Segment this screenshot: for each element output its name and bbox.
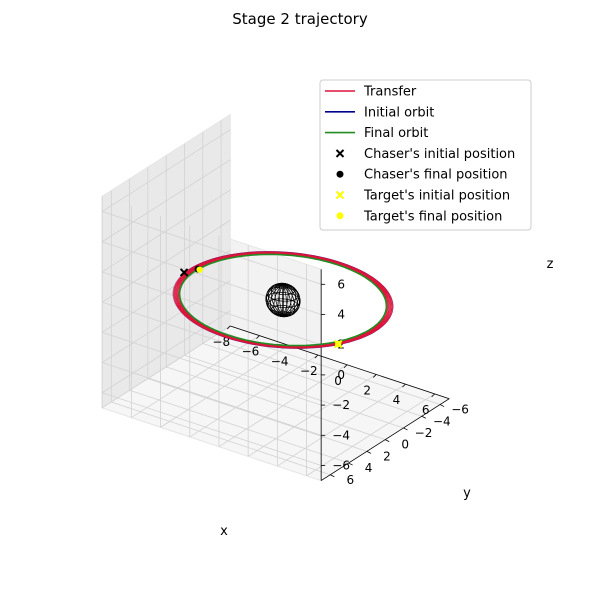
x-tick — [372, 374, 377, 378]
sphere-parallel — [270, 283, 296, 296]
legend: Transfer Initial orbit Final orbit Chaser's… — [319, 79, 532, 231]
z-tick-label: −2 — [332, 398, 350, 412]
grid-z-left — [101, 129, 231, 212]
x-tick — [226, 325, 231, 330]
target-final-marker — [196, 266, 203, 273]
y-tick — [366, 450, 372, 454]
y-tick-label: −4 — [433, 414, 451, 428]
grid-y-floor — [147, 378, 368, 452]
x-tick-label: −4 — [271, 354, 289, 368]
y-tick — [348, 462, 353, 466]
x-tick-label: 2 — [363, 383, 371, 397]
sphere-parallel — [276, 310, 290, 318]
y-tick — [421, 415, 426, 419]
grid-y-floor — [184, 354, 404, 429]
legend-entry: Final orbit — [325, 126, 428, 141]
y-tick-label: −2 — [415, 426, 433, 440]
grid-z-back — [102, 211, 322, 285]
legend-entry: Initial orbit — [325, 105, 434, 120]
legend-label: Chaser's initial position — [364, 147, 515, 162]
legend-label: Initial orbit — [364, 105, 434, 120]
y-tick-label: 4 — [365, 461, 373, 475]
sphere-parallel — [266, 286, 300, 302]
x-tick-label: −2 — [300, 364, 318, 378]
legend-entry: Target's initial position — [335, 189, 510, 204]
z-tick-label: 6 — [337, 277, 345, 291]
target-final-marker-2 — [335, 340, 342, 348]
y-tick-label: 2 — [383, 449, 391, 463]
x-tick — [431, 393, 435, 398]
z-tick-label: 4 — [337, 308, 345, 322]
y-tick — [403, 427, 408, 431]
y-tick-label: −6 — [451, 403, 469, 417]
y-axis-label: y — [463, 486, 471, 501]
z-axis-label: z — [547, 257, 554, 272]
grid-z-back — [102, 362, 322, 436]
legend-entry: Chaser's initial position — [335, 147, 515, 162]
y-tick-label: 0 — [401, 438, 409, 452]
sphere-parallel — [270, 304, 296, 317]
legend-x-swatch — [335, 190, 345, 200]
z-tick-label: −6 — [332, 459, 350, 473]
grid-z-back — [102, 331, 322, 406]
legend-dot-swatch — [336, 212, 344, 220]
y-tick — [330, 474, 335, 478]
grid-z-left — [101, 159, 231, 243]
grid-lines — [101, 120, 441, 477]
position-markers — [179, 265, 343, 349]
grid-z-back — [102, 301, 322, 376]
z-tick-label: −4 — [332, 428, 350, 442]
legend-label: Transfer — [363, 85, 417, 100]
legend-entry: Chaser's final position — [336, 168, 508, 183]
chaser-initial-marker — [179, 268, 189, 277]
legend-entry: Target's final position — [336, 209, 502, 224]
grid-y-floor — [129, 389, 349, 464]
grid-z-left — [101, 189, 231, 273]
x-tick — [256, 335, 260, 339]
y-tick — [439, 404, 445, 407]
x-tick-label: 6 — [422, 403, 430, 417]
grid-y-floor — [166, 366, 386, 441]
x-tick — [402, 383, 406, 388]
sphere-meridian — [266, 284, 300, 316]
central-body-wireframe — [265, 282, 301, 318]
grid-y-floor — [111, 401, 331, 476]
legend-label: Target's final position — [363, 209, 502, 224]
grid-z-left — [101, 310, 231, 394]
grid-z-back — [102, 392, 322, 466]
initial-orbit — [172, 251, 394, 349]
grid-z-back — [102, 241, 322, 315]
legend-label: Chaser's final position — [364, 168, 508, 183]
y-tick-label: 6 — [346, 473, 354, 487]
y-tick — [385, 439, 390, 443]
legend-box — [319, 79, 532, 231]
x-tick-label: 0 — [334, 374, 342, 388]
sphere-parallel — [265, 292, 301, 308]
legend-entry: Transfer — [325, 85, 417, 100]
x-tick — [343, 364, 348, 369]
legend-x-swatch — [335, 149, 345, 158]
grid-z-back — [102, 271, 322, 346]
chart-title: Stage 2 trajectory — [232, 10, 368, 28]
legend-dot-swatch — [336, 170, 344, 178]
legend-label: Target's initial position — [363, 189, 510, 204]
x-axis-label: x — [220, 524, 228, 539]
x-axis-line — [230, 325, 450, 400]
z-tick-label: 0 — [337, 368, 345, 382]
sphere-parallel — [266, 298, 300, 314]
grid-z-left — [101, 280, 231, 363]
x-tick-label: −6 — [242, 345, 260, 359]
grid-z-left — [101, 219, 231, 303]
legend-label: Final orbit — [364, 126, 428, 141]
grid-y-floor — [202, 343, 422, 417]
x-tick-label: −8 — [212, 335, 230, 349]
x-tick — [314, 354, 319, 359]
x-tick-label: 4 — [393, 393, 401, 407]
